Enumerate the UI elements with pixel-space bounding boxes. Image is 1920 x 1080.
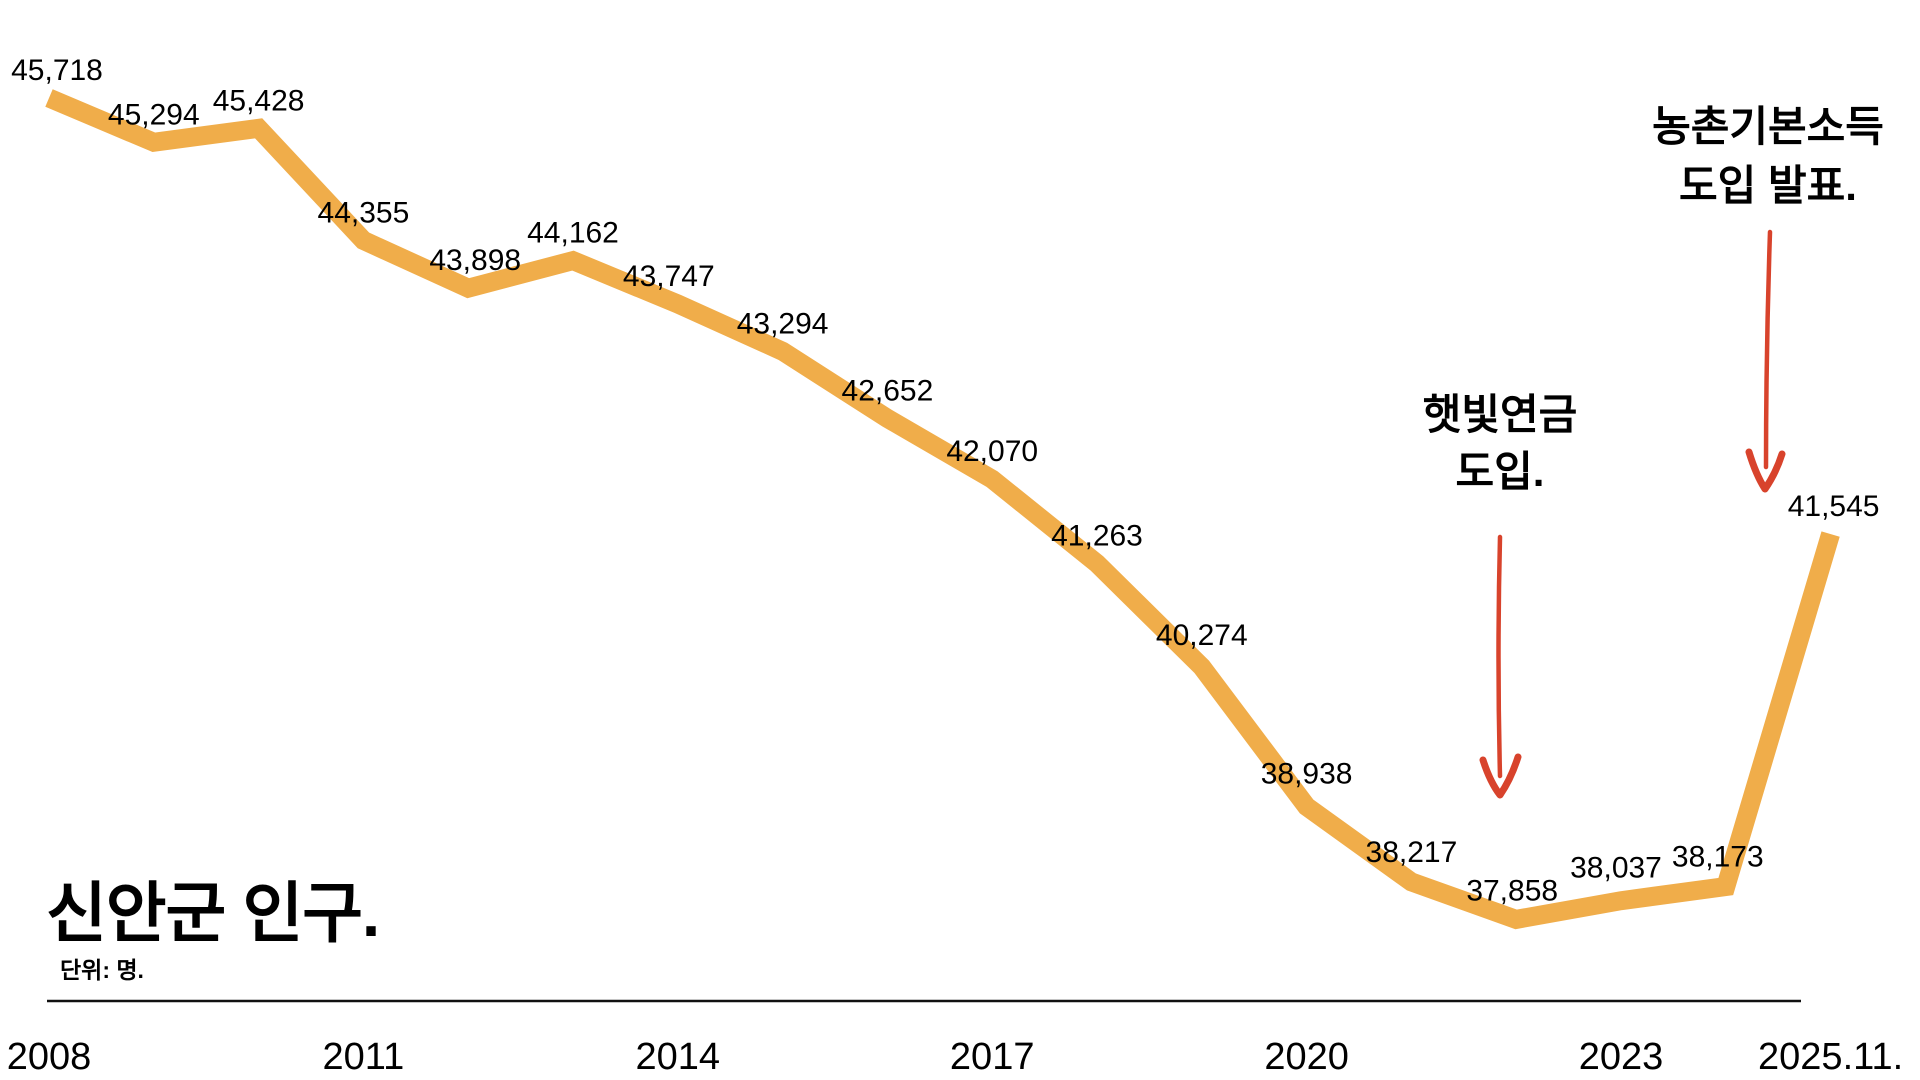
annotation-sunshine-arrow-icon — [1496, 534, 1503, 779]
annotation-rural-basic-income: 농촌기본소득 도입 발표. — [1652, 97, 1884, 215]
data-point-label: 41,545 — [1788, 490, 1880, 523]
data-point-label: 45,718 — [11, 54, 103, 87]
annotation-basic-income-arrow-icon — [1745, 448, 1786, 493]
unit-label: 단위: 명. — [60, 957, 144, 983]
x-axis-tick-label: 2014 — [636, 1036, 721, 1078]
data-point-label: 38,938 — [1261, 758, 1353, 791]
x-axis-tick-label: 2011 — [323, 1036, 405, 1078]
data-point-label: 44,355 — [318, 196, 410, 229]
annotation-sunshine-line1: 햇빛연금 — [1422, 391, 1578, 438]
data-point-label: 42,070 — [946, 435, 1038, 468]
data-point-label: 38,217 — [1366, 836, 1458, 869]
population-line — [45, 89, 1840, 930]
annotation-basic-income-line1: 농촌기본소득 — [1652, 103, 1884, 150]
data-point-label: 38,037 — [1570, 852, 1662, 885]
annotation-sunshine-pension: 햇빛연금 도입. — [1423, 386, 1578, 500]
annotation-basic-income-arrow-icon — [1763, 229, 1773, 470]
annotation-basic-income-line2: 도입 발표. — [1679, 162, 1857, 209]
chart-title: 신안군 인구. — [46, 876, 380, 950]
data-point-label: 42,652 — [842, 374, 934, 407]
x-axis-tick-label: 2020 — [1264, 1036, 1349, 1078]
data-point-label: 43,294 — [737, 307, 829, 340]
data-point-label: 43,747 — [623, 260, 715, 293]
data-point-label: 37,858 — [1466, 874, 1558, 907]
data-point-label: 43,898 — [429, 244, 521, 277]
x-axis-tick-label: 2017 — [950, 1036, 1035, 1078]
data-point-label: 45,294 — [108, 98, 200, 131]
x-axis-tick-label: 2008 — [7, 1036, 92, 1078]
data-point-label: 38,173 — [1672, 841, 1764, 874]
x-axis-tick-label: 2023 — [1579, 1036, 1664, 1078]
data-point-label: 45,428 — [213, 84, 305, 117]
annotation-sunshine-line2: 도입. — [1455, 448, 1545, 495]
data-point-label: 44,162 — [527, 217, 619, 250]
data-point-label: 41,263 — [1051, 520, 1143, 553]
data-point-label: 40,274 — [1156, 619, 1248, 652]
x-axis-tick-label: 2025.11. — [1758, 1036, 1903, 1078]
annotation-sunshine-arrow-icon — [1479, 753, 1522, 799]
